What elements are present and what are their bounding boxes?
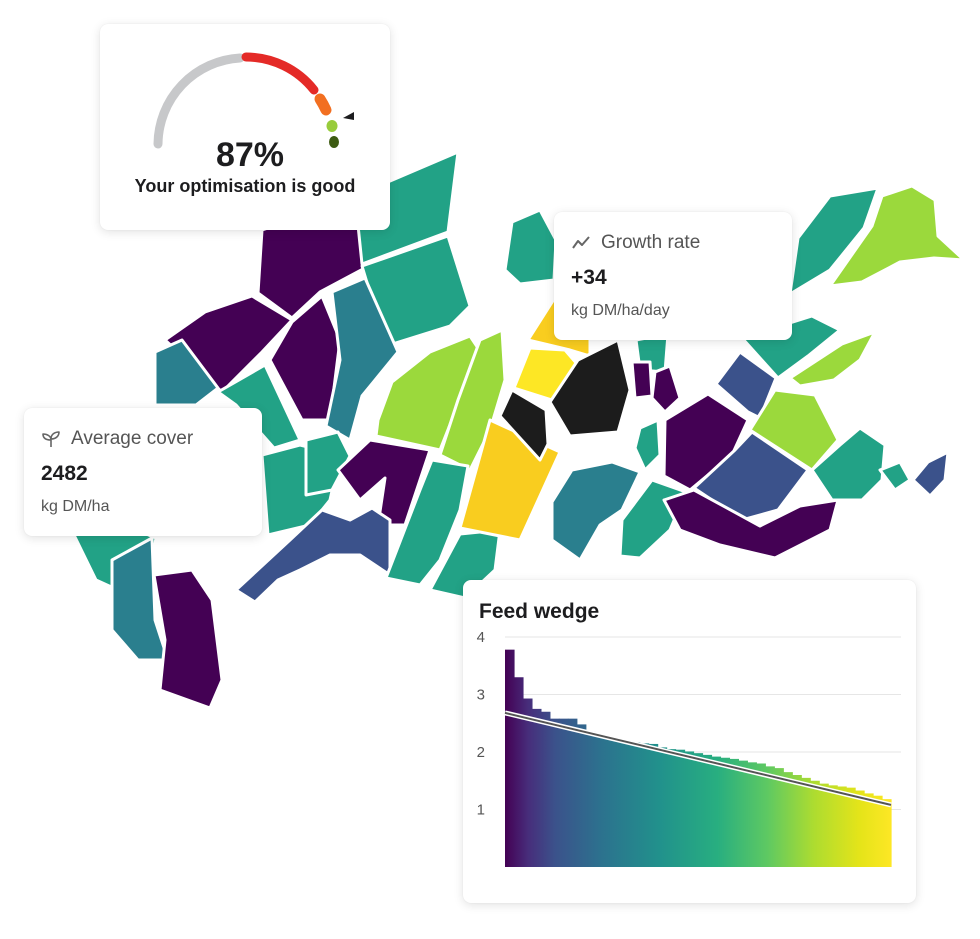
wedge-bar [558, 718, 569, 867]
wedge-bar [639, 743, 650, 867]
average-cover-value: 2482 [41, 462, 88, 485]
wedge-bar [756, 763, 766, 867]
wedge-bar [828, 785, 838, 867]
wedge-bar [549, 718, 560, 867]
wedge-bar [810, 780, 820, 867]
wedge-bar [702, 754, 713, 867]
wedge-bar [720, 757, 731, 867]
paddock[interactable] [650, 364, 682, 414]
wedge-bar [819, 783, 829, 867]
optimisation-card: 87% Your optimisation is good [100, 24, 390, 230]
paddock[interactable] [153, 338, 220, 407]
wedge-bar [603, 737, 614, 867]
average-cover-title: Average cover [71, 428, 194, 449]
paddock[interactable] [216, 363, 302, 450]
gauge-orange-segment [314, 93, 332, 116]
wedge-bar [711, 756, 722, 867]
wedge-bar [693, 753, 704, 867]
wedge-bar [882, 799, 892, 867]
paddock[interactable] [630, 360, 654, 400]
wedge-bar [846, 787, 856, 867]
growth-rate-card: Growth rate +34 kg DM/ha/day [554, 212, 792, 340]
wedge-bar [540, 711, 551, 867]
paddock[interactable] [550, 460, 642, 562]
wedge-bar [837, 786, 847, 867]
wedge-bar [585, 731, 596, 867]
wedge-bar [864, 793, 874, 867]
gauge-red-segment [241, 52, 319, 95]
wedge-bar [567, 718, 578, 867]
wedge-bar [621, 740, 632, 867]
wedge-bar [765, 766, 775, 867]
trend-line-icon [572, 236, 590, 249]
optimisation-value: 87% [215, 136, 285, 174]
paddock[interactable] [353, 150, 460, 266]
gauge-pointer-icon [343, 112, 354, 120]
wedge-bar [801, 777, 811, 867]
wedge-bar [531, 708, 542, 867]
optimisation-caption: Your optimisation is good [134, 176, 356, 196]
wedge-bar [675, 749, 686, 867]
paddock[interactable] [788, 186, 880, 296]
wedge-bar [684, 751, 695, 867]
average-cover-unit: kg DM/ha [41, 498, 110, 515]
sprout-icon [42, 431, 60, 447]
paddock[interactable] [548, 338, 632, 438]
feed-wedge-title: Feed wedge [479, 600, 600, 623]
growth-rate-value: +34 [571, 266, 607, 289]
paddock[interactable] [788, 330, 877, 388]
y-tick-label: 4 [477, 629, 485, 646]
paddock[interactable] [503, 208, 558, 286]
wedge-bar [873, 795, 883, 867]
y-tick-label: 3 [477, 687, 485, 704]
optimisation-gauge [153, 52, 354, 149]
paddock[interactable] [633, 418, 662, 472]
wedge-bar [855, 790, 865, 867]
wedge-bar [522, 698, 533, 867]
wedge-bar [747, 762, 757, 867]
paddock[interactable] [152, 568, 224, 710]
wedge-bar [774, 768, 784, 867]
paddock[interactable] [498, 388, 550, 462]
paddock[interactable] [438, 328, 507, 472]
wedge-bar [738, 760, 748, 867]
paddock[interactable] [714, 350, 778, 420]
wedge-bar [630, 742, 641, 867]
wedge-bar [648, 743, 659, 867]
y-tick-label: 2 [477, 744, 485, 761]
wedge-bar [792, 775, 802, 867]
feed-wedge-card: Feed wedge 1 2 3 4 [463, 580, 916, 903]
wedge-bar [783, 772, 793, 867]
paddock[interactable] [748, 388, 840, 472]
gauge-dark-dot [329, 136, 339, 148]
paddock[interactable] [662, 488, 840, 560]
wedge-bar [657, 747, 668, 867]
wedge-bar [576, 724, 587, 867]
growth-rate-unit: kg DM/ha/day [571, 302, 670, 319]
paddock[interactable] [878, 460, 912, 492]
paddock[interactable] [828, 184, 966, 288]
wedge-bar [612, 740, 623, 867]
average-cover-card: Average cover 2482 kg DM/ha [24, 408, 262, 536]
wedge-bar [505, 649, 515, 867]
wedge-bar [513, 677, 524, 867]
paddock[interactable] [911, 450, 950, 498]
wedge-bar [594, 734, 605, 867]
wedge-bar [666, 749, 677, 867]
gauge-track-segment [153, 53, 245, 149]
wedge-bar [729, 758, 739, 867]
feed-wedge-chart: 1 2 3 4 [477, 629, 901, 867]
y-tick-label: 1 [477, 802, 485, 819]
paddock[interactable] [324, 276, 400, 442]
growth-rate-title: Growth rate [601, 232, 701, 253]
gauge-green-dot [326, 120, 338, 132]
paddock[interactable] [384, 458, 470, 587]
trend-line [504, 711, 892, 806]
